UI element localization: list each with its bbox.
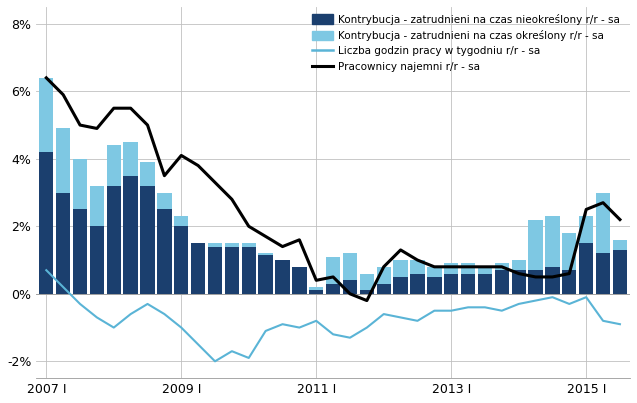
- Bar: [241, 243, 256, 294]
- Bar: [90, 186, 104, 226]
- Bar: [326, 284, 340, 294]
- Bar: [444, 274, 459, 294]
- Bar: [124, 176, 138, 294]
- Bar: [410, 260, 425, 274]
- Bar: [512, 270, 526, 294]
- Bar: [360, 291, 374, 294]
- Bar: [394, 260, 408, 277]
- Bar: [512, 260, 526, 270]
- Bar: [90, 226, 104, 294]
- Bar: [56, 129, 70, 193]
- Bar: [495, 264, 509, 270]
- Bar: [191, 243, 205, 294]
- Bar: [562, 233, 576, 270]
- Bar: [613, 250, 627, 294]
- Bar: [478, 274, 492, 294]
- Bar: [39, 152, 54, 294]
- Bar: [259, 253, 273, 255]
- Bar: [140, 162, 155, 186]
- Bar: [444, 264, 459, 274]
- Bar: [529, 270, 543, 294]
- Bar: [208, 243, 222, 247]
- Bar: [73, 210, 87, 294]
- Bar: [613, 240, 627, 250]
- Bar: [225, 243, 239, 294]
- Bar: [157, 193, 171, 210]
- Bar: [56, 193, 70, 294]
- Bar: [495, 270, 509, 294]
- Bar: [596, 253, 610, 294]
- Bar: [461, 274, 475, 294]
- Bar: [309, 291, 324, 294]
- Bar: [343, 253, 357, 280]
- Bar: [208, 243, 222, 294]
- Bar: [579, 216, 593, 243]
- Bar: [360, 274, 374, 291]
- Bar: [394, 277, 408, 294]
- Bar: [241, 243, 256, 247]
- Bar: [174, 216, 189, 226]
- Bar: [478, 267, 492, 274]
- Bar: [427, 267, 441, 277]
- Bar: [562, 270, 576, 294]
- Bar: [157, 210, 171, 294]
- Bar: [309, 287, 324, 291]
- Bar: [225, 243, 239, 247]
- Bar: [596, 193, 610, 253]
- Bar: [259, 253, 273, 294]
- Bar: [106, 186, 121, 294]
- Bar: [529, 220, 543, 270]
- Bar: [174, 226, 189, 294]
- Bar: [39, 78, 54, 152]
- Bar: [461, 264, 475, 274]
- Bar: [343, 280, 357, 294]
- Bar: [73, 159, 87, 210]
- Bar: [545, 267, 560, 294]
- Legend: Kontrybucja - zatrudnieni na czas nieokreślony r/r - sa, Kontrybucja - zatrudnie: Kontrybucja - zatrudnieni na czas nieokr…: [306, 8, 625, 77]
- Bar: [427, 277, 441, 294]
- Bar: [410, 274, 425, 294]
- Bar: [124, 142, 138, 176]
- Bar: [579, 243, 593, 294]
- Bar: [326, 257, 340, 284]
- Bar: [376, 267, 391, 284]
- Bar: [292, 267, 306, 294]
- Bar: [275, 260, 290, 294]
- Bar: [140, 186, 155, 294]
- Bar: [106, 145, 121, 186]
- Bar: [376, 284, 391, 294]
- Bar: [545, 216, 560, 267]
